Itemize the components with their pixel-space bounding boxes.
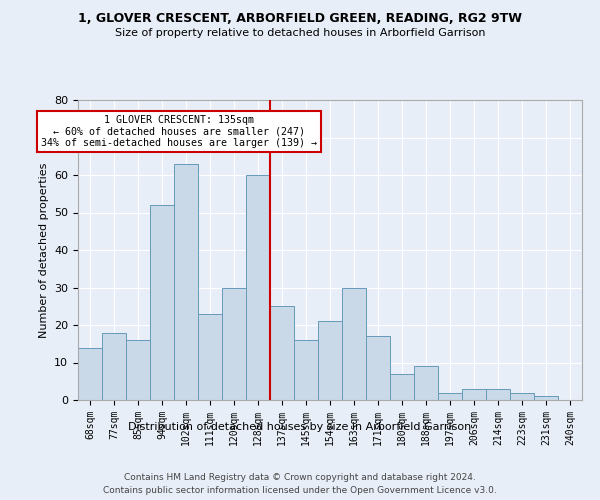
- Bar: [390, 374, 414, 400]
- Bar: [102, 332, 126, 400]
- Bar: [150, 205, 174, 400]
- Text: Contains HM Land Registry data © Crown copyright and database right 2024.: Contains HM Land Registry data © Crown c…: [124, 472, 476, 482]
- Bar: [126, 340, 150, 400]
- Bar: [174, 164, 198, 400]
- Bar: [486, 389, 510, 400]
- Bar: [270, 306, 294, 400]
- Text: Contains public sector information licensed under the Open Government Licence v3: Contains public sector information licen…: [103, 486, 497, 495]
- Bar: [198, 314, 222, 400]
- Bar: [342, 288, 366, 400]
- Text: 1 GLOVER CRESCENT: 135sqm
← 60% of detached houses are smaller (247)
34% of semi: 1 GLOVER CRESCENT: 135sqm ← 60% of detac…: [41, 115, 317, 148]
- Bar: [438, 392, 462, 400]
- Bar: [294, 340, 318, 400]
- Text: Distribution of detached houses by size in Arborfield Garrison: Distribution of detached houses by size …: [128, 422, 472, 432]
- Bar: [222, 288, 246, 400]
- Bar: [78, 348, 102, 400]
- Text: 1, GLOVER CRESCENT, ARBORFIELD GREEN, READING, RG2 9TW: 1, GLOVER CRESCENT, ARBORFIELD GREEN, RE…: [78, 12, 522, 26]
- Y-axis label: Number of detached properties: Number of detached properties: [38, 162, 49, 338]
- Bar: [414, 366, 438, 400]
- Text: Size of property relative to detached houses in Arborfield Garrison: Size of property relative to detached ho…: [115, 28, 485, 38]
- Bar: [366, 336, 390, 400]
- Bar: [318, 322, 342, 400]
- Bar: [510, 392, 534, 400]
- Bar: [246, 175, 270, 400]
- Bar: [462, 389, 486, 400]
- Bar: [534, 396, 558, 400]
